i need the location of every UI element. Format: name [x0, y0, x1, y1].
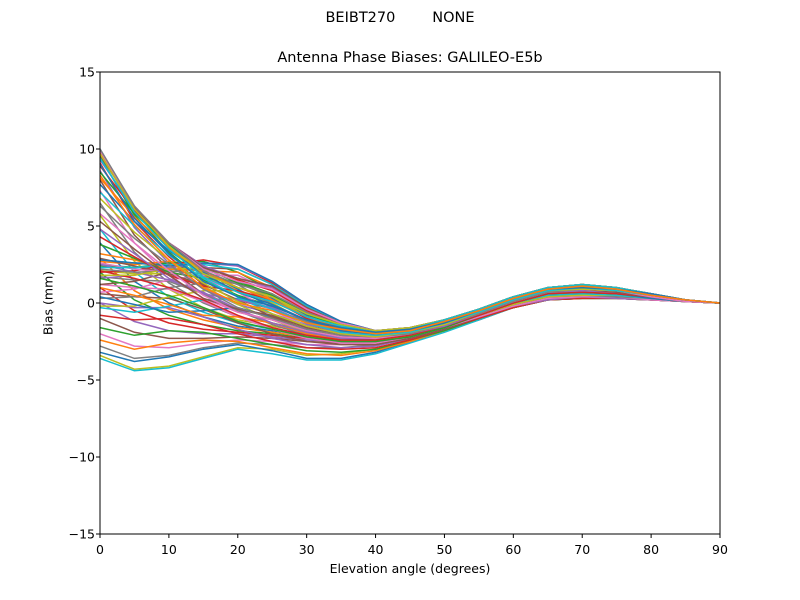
axes-frame	[99, 71, 721, 535]
x-axis-label: Elevation angle (degrees)	[329, 561, 491, 576]
axis-ticks	[96, 71, 721, 538]
y-tick-label: 15	[79, 64, 95, 80]
x-tick-label: 50	[436, 542, 453, 557]
x-tick-label: 20	[229, 542, 246, 557]
x-tick-label: 90	[712, 542, 728, 557]
series-line-az355	[99, 174, 721, 335]
series-line-az215	[99, 269, 721, 341]
series-line-az295	[99, 191, 721, 337]
series-line-az320	[99, 159, 721, 332]
y-tick-label: 10	[79, 141, 95, 157]
y-tick-label: 5	[87, 218, 95, 234]
y-tick-label: 0	[87, 295, 95, 311]
series-lines	[99, 148, 721, 372]
series-line-az305	[99, 177, 721, 334]
x-tick-label: 60	[505, 542, 522, 557]
chart-title: Antenna Phase Biases: GALILEO-E5b	[277, 50, 543, 66]
x-tick-label: 80	[643, 542, 660, 557]
x-tick-label: 40	[367, 542, 384, 557]
y-tick-label: −10	[68, 449, 95, 465]
x-tick-label: 0	[96, 542, 104, 557]
x-tick-label: 10	[160, 542, 177, 557]
figure-suptitle: BEIBT270 NONE	[325, 10, 475, 26]
series-line-az020	[99, 170, 721, 335]
x-tick-label: 30	[298, 542, 315, 557]
y-tick-label: −5	[76, 372, 95, 388]
x-tick-label: 70	[574, 542, 591, 557]
y-axis-label: Bias (mm)	[40, 270, 56, 336]
y-tick-label: −15	[68, 526, 95, 542]
